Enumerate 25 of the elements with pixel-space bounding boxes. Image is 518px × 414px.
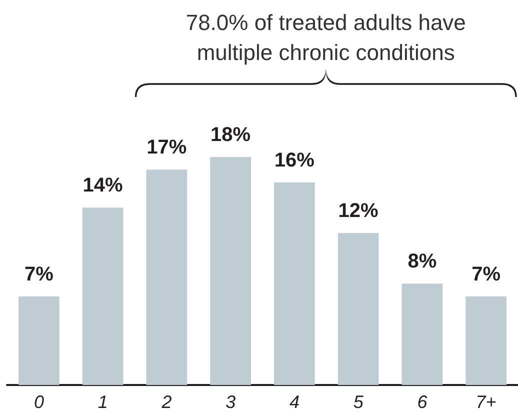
bar [82,208,124,385]
bar [146,170,188,385]
data-label: 7% [472,263,501,286]
text: 78.0% of treated adults have multiple chronic conditions [184,9,467,67]
bar [274,182,315,385]
x-tick-label: 5 [353,392,364,412]
bar [210,157,252,385]
bar [18,296,60,385]
x-tick-label: 2 [160,392,172,412]
data-label: 8% [408,250,437,273]
x-tick-label: 0 [34,392,44,412]
data-label: 17% [146,136,187,159]
data-label: 7% [24,263,54,286]
x-tick-label: 6 [417,392,428,412]
bar [338,233,379,385]
data-label: 18% [210,124,251,146]
x-tick-label: 7+ [476,392,496,412]
x-tick-label: 4 [289,392,300,412]
bar [466,296,507,385]
x-tick-label: 1 [98,392,108,412]
data-label: 12% [338,200,379,222]
data-label: 14% [82,174,124,197]
data-label: 16% [274,149,315,172]
x-tick-label: 3 [226,392,236,412]
bar [402,284,443,385]
